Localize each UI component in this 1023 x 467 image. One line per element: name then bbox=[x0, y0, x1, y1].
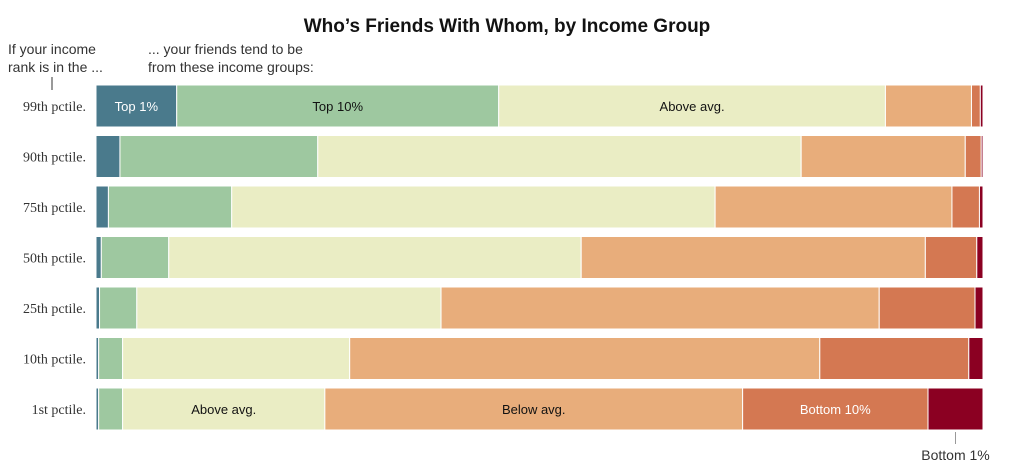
bar-segment-bottom-10 bbox=[819, 337, 970, 380]
bar-segment-bottom-10 bbox=[742, 387, 929, 431]
segment-label-above-avg: Above avg. bbox=[191, 402, 256, 417]
bar-segment-bottom-10 bbox=[924, 236, 978, 279]
chart-rows: 99th pctile. 90th pctile. 75th pctile. 50th… bbox=[23, 84, 984, 431]
bar-segment-top-10 bbox=[176, 84, 500, 128]
bar-segment-below-avg bbox=[324, 387, 744, 431]
bar-segment-top-10 bbox=[98, 387, 124, 431]
bar-row-10th-pctile: 10th pctile. bbox=[23, 337, 984, 380]
bar-segment-above-avg bbox=[122, 337, 351, 380]
bar-segment-below-avg bbox=[884, 84, 972, 128]
row-label: 50th pctile. bbox=[23, 252, 86, 267]
bar-segment-bottom-1 bbox=[980, 135, 984, 178]
bar-segment-bottom-1 bbox=[978, 185, 984, 229]
bar-segment-bottom-1 bbox=[927, 387, 984, 431]
bar-segment-top-10 bbox=[119, 135, 319, 178]
bar-segment-above-avg bbox=[168, 236, 582, 279]
bar-segment-top-10 bbox=[100, 236, 170, 279]
segment-label-bottom-10: Bottom 10% bbox=[800, 402, 871, 417]
bar-row-90th-pctile: 90th pctile. bbox=[23, 135, 984, 178]
bar-segment-above-avg bbox=[122, 387, 326, 431]
bar-segment-above-avg bbox=[231, 185, 716, 229]
bar-segment-bottom-1 bbox=[976, 236, 984, 279]
bar-segment-below-avg bbox=[714, 185, 953, 229]
bar-segment-top-1 bbox=[95, 236, 102, 279]
segment-header-line-1: ... your friends tend to be bbox=[148, 41, 303, 57]
segment-label-top-1: Top 1% bbox=[115, 99, 159, 114]
bar-segment-top-1 bbox=[95, 185, 109, 229]
bar-segment-above-avg bbox=[498, 84, 886, 128]
bar-segment-top-10 bbox=[107, 185, 233, 229]
bar-row-75th-pctile: 75th pctile. bbox=[23, 185, 984, 229]
row-label: 1st pctile. bbox=[32, 403, 86, 418]
bar-segment-bottom-10 bbox=[878, 286, 976, 330]
bar-segment-below-avg bbox=[800, 135, 966, 178]
segment-label-above-avg: Above avg. bbox=[660, 99, 725, 114]
bar-segment-above-avg bbox=[317, 135, 802, 178]
row-label: 99th pctile. bbox=[23, 100, 86, 115]
row-header-line-2: rank is in the ... bbox=[8, 59, 103, 75]
bar-segment-top-10 bbox=[98, 337, 124, 380]
bar-row-50th-pctile: 50th pctile. bbox=[23, 236, 984, 279]
bar-segment-below-avg bbox=[440, 286, 880, 330]
bottom-1-callout-label: Bottom 1% bbox=[921, 447, 989, 463]
bar-segment-bottom-1 bbox=[979, 84, 984, 128]
row-label: 90th pctile. bbox=[23, 151, 86, 166]
bar-segment-top-1 bbox=[95, 286, 101, 330]
bar-segment-below-avg bbox=[349, 337, 821, 380]
segment-header-line-2: from these income groups: bbox=[148, 59, 314, 75]
bar-row-25th-pctile: 25th pctile. bbox=[23, 286, 984, 330]
bar-row-99th-pctile: 99th pctile. bbox=[23, 84, 984, 128]
bar-segment-bottom-1 bbox=[968, 337, 984, 380]
segment-label-top-10: Top 10% bbox=[312, 99, 363, 114]
bar-segment-bottom-1 bbox=[974, 286, 984, 330]
row-label: 10th pctile. bbox=[23, 353, 86, 368]
segment-label-below-avg: Below avg. bbox=[502, 402, 566, 417]
bar-segment-bottom-10 bbox=[964, 135, 982, 178]
bar-segment-top-1 bbox=[95, 135, 121, 178]
chart-title: Who’s Friends With Whom, by Income Group bbox=[304, 16, 711, 37]
bar-segment-bottom-10 bbox=[951, 185, 980, 229]
row-label: 25th pctile. bbox=[23, 302, 86, 317]
row-header-line-1: If your income bbox=[8, 41, 96, 57]
bar-segment-bottom-10 bbox=[970, 84, 981, 128]
bar-segment-below-avg bbox=[580, 236, 926, 279]
bar-segment-top-10 bbox=[99, 286, 138, 330]
bar-segment-above-avg bbox=[136, 286, 442, 330]
row-label: 75th pctile. bbox=[23, 201, 86, 216]
bar-row-1st-pctile: 1st pctile. bbox=[32, 387, 984, 431]
